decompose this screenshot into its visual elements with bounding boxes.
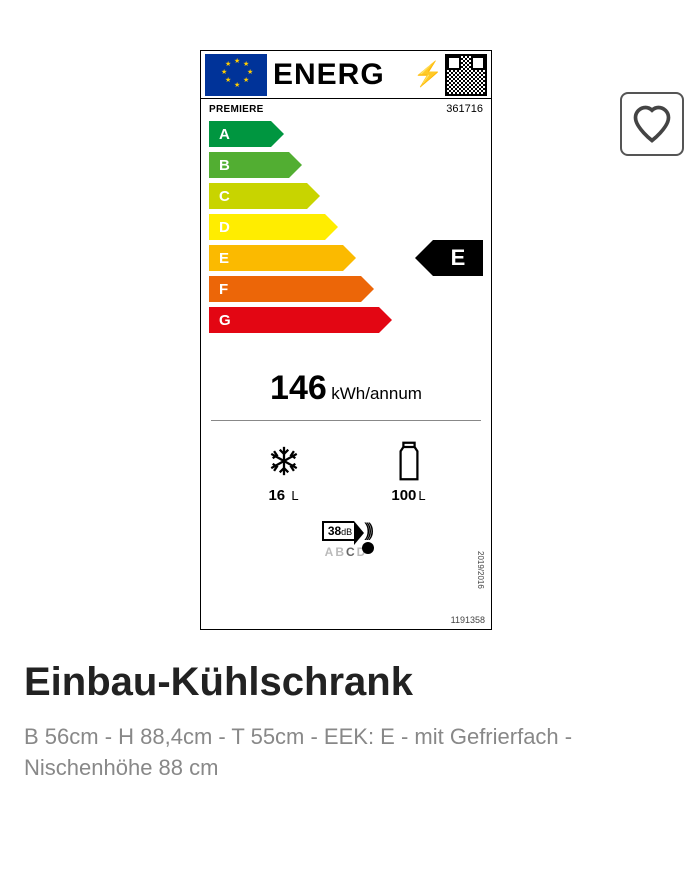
energy-bar-letter: B — [209, 152, 289, 178]
freezer-capacity: 16 L — [239, 439, 329, 504]
noise-class-letter: A — [325, 545, 336, 559]
rating-pointer: E — [415, 240, 483, 276]
noise-unit: dB — [341, 527, 352, 537]
snowflake-icon — [267, 444, 301, 478]
eu-flag-icon: ★ ★ ★ ★ ★ ★ ★ ★ — [205, 54, 267, 96]
regulation-number: 1191358 — [451, 615, 485, 625]
consumption-unit: kWh/annum — [331, 384, 422, 403]
product-subtitle: B 56cm - H 88,4cm - T 55cm - EEK: E - mi… — [24, 722, 668, 784]
noise-row: 38dB ))) ABCD — [201, 520, 491, 580]
brand-row: PREMIERE 361716 — [201, 99, 491, 119]
heart-icon — [630, 102, 674, 146]
brand-name: PREMIERE — [209, 104, 264, 115]
fridge-capacity: 100L — [364, 439, 454, 504]
noise-class-letter: C — [346, 545, 357, 559]
noise-class-scale: ABCD — [201, 545, 491, 559]
label-header: ★ ★ ★ ★ ★ ★ ★ ★ ENERG ⚡ — [201, 51, 491, 99]
energy-heading: ENERG — [271, 58, 411, 92]
consumption-row: 146 kWh/annum — [211, 369, 481, 421]
energy-bar-letter: E — [209, 245, 343, 271]
rating-letter: E — [433, 240, 483, 276]
noise-value-box: 38dB — [322, 521, 354, 541]
freezer-value: 16 — [268, 487, 285, 504]
noise-value: 38 — [328, 524, 341, 538]
qr-code-icon — [445, 54, 487, 96]
noise-class-letter: B — [335, 545, 346, 559]
energy-bar-b: B — [209, 152, 302, 178]
sound-waves-icon: ))) — [364, 520, 370, 541]
capacity-row: 16 L 100L — [201, 439, 491, 504]
energy-bar-letter: C — [209, 183, 307, 209]
energy-bar-g: G — [209, 307, 392, 333]
consumption-value: 146 — [270, 369, 327, 407]
fridge-value: 100 — [391, 487, 416, 504]
bolt-icon: ⚡ — [411, 60, 445, 89]
energy-label: ★ ★ ★ ★ ★ ★ ★ ★ ENERG ⚡ PREMIERE 361716 … — [200, 50, 492, 630]
fridge-unit: L — [418, 488, 425, 503]
energy-bar-letter: F — [209, 276, 361, 302]
freezer-unit: L — [291, 488, 298, 503]
wishlist-button[interactable] — [620, 92, 684, 156]
bottle-icon — [395, 440, 423, 482]
energy-bar-f: F — [209, 276, 374, 302]
energy-bar-d: D — [209, 214, 338, 240]
energy-bar-letter: D — [209, 214, 325, 240]
energy-bar-letter: A — [209, 121, 271, 147]
product-title: Einbau-Kühlschrank — [24, 660, 413, 705]
energy-bar-e: E — [209, 245, 356, 271]
energy-bar-a: A — [209, 121, 284, 147]
model-number: 361716 — [446, 103, 483, 115]
regulation-ref: 2019/2016 — [476, 551, 485, 589]
noise-selected-dot — [362, 542, 374, 554]
energy-bar-c: C — [209, 183, 320, 209]
energy-bar-letter: G — [209, 307, 379, 333]
energy-class-bars: GFEDCBA E — [201, 121, 491, 351]
